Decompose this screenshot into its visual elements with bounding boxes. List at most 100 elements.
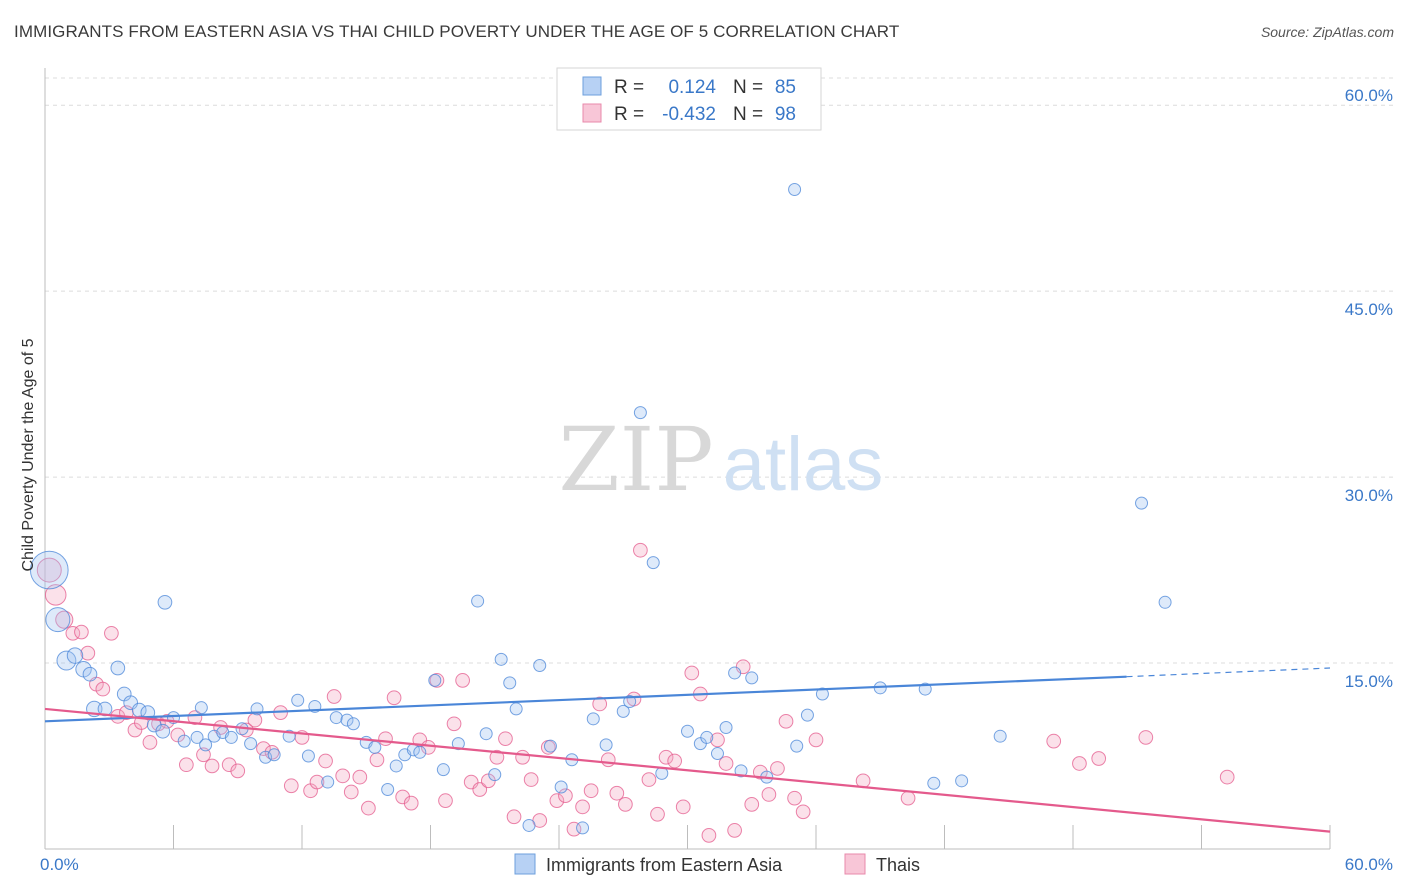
data-point [196, 747, 211, 763]
data-point [244, 737, 258, 751]
data-point [599, 738, 613, 752]
data-point [321, 775, 335, 789]
data-point [230, 763, 246, 779]
data-point [993, 729, 1007, 743]
data-point [224, 730, 238, 744]
trend-line [44, 675, 1127, 723]
legend-n-label: N = [733, 77, 763, 98]
data-point [352, 769, 368, 785]
data-point [335, 768, 351, 784]
data-point [194, 701, 208, 715]
data-point [155, 723, 171, 739]
data-point [82, 666, 98, 682]
data-point [479, 727, 493, 741]
legend-r-label: R = [614, 104, 644, 125]
data-point [44, 584, 67, 606]
data-point [66, 647, 84, 664]
data-point [815, 687, 829, 701]
data-point [515, 749, 530, 765]
data-point [503, 676, 517, 690]
y-tick-label: 60.0% [1345, 86, 1393, 105]
data-point [56, 650, 77, 671]
data-point [788, 182, 802, 196]
data-point [710, 747, 724, 761]
data-point [583, 783, 599, 799]
series-thais-points [36, 542, 1235, 843]
data-point [727, 823, 742, 838]
data-point [523, 772, 539, 787]
watermark: ZIP atlas [558, 408, 883, 511]
data-point [681, 724, 694, 738]
data-point [104, 625, 119, 641]
legend-r-value: -0.432 [662, 104, 716, 125]
data-point [494, 652, 508, 666]
data-point [1072, 756, 1087, 771]
data-point [498, 731, 513, 747]
data-point [675, 799, 691, 815]
data-point [927, 776, 941, 790]
data-point [506, 809, 522, 825]
data-point [633, 406, 647, 420]
data-point [522, 818, 536, 832]
data-point [489, 749, 505, 765]
data-point [36, 557, 62, 583]
trend-line-extension [1126, 667, 1331, 678]
x-tick-label-max: 60.0% [1345, 855, 1393, 874]
data-point [95, 681, 111, 697]
y-tick-label: 15.0% [1345, 672, 1393, 691]
data-point [790, 739, 804, 753]
data-point [97, 701, 113, 717]
legend-swatch-blue [582, 76, 602, 96]
data-point [451, 737, 465, 751]
data-point [386, 690, 402, 706]
data-point [190, 730, 204, 744]
data-point [787, 790, 802, 806]
data-point [80, 645, 96, 661]
data-point [403, 795, 419, 811]
y-tick-label: 45.0% [1345, 300, 1393, 319]
data-point [700, 730, 714, 744]
legend-r-value: 0.124 [668, 77, 716, 98]
data-point [204, 758, 220, 774]
bottom-legend-label-eastern-asia: Immigrants from Eastern Asia [546, 855, 783, 875]
data-point [800, 708, 814, 722]
data-point [110, 660, 126, 676]
data-point [1138, 730, 1154, 745]
data-point [641, 772, 657, 787]
data-point [381, 782, 395, 796]
data-point [600, 752, 616, 768]
data-point [429, 673, 445, 688]
data-point [45, 607, 71, 633]
legend-n-value: 98 [775, 104, 796, 125]
watermark-zip: ZIP [558, 408, 713, 511]
data-point [340, 713, 354, 727]
data-point [301, 749, 315, 763]
data-point [309, 774, 325, 790]
data-point [74, 624, 89, 640]
data-point [436, 763, 450, 777]
data-point [446, 716, 462, 732]
data-point [1091, 751, 1107, 766]
x-tick-label-min: 0.0% [40, 855, 79, 874]
data-point [361, 800, 376, 816]
data-point [744, 797, 760, 812]
data-point [646, 556, 660, 570]
data-point [1046, 733, 1062, 749]
data-point [592, 696, 608, 712]
data-point [369, 752, 385, 768]
data-point [719, 721, 733, 735]
chart-source: Source: ZipAtlas.com [1260, 24, 1394, 40]
data-point [745, 671, 759, 685]
stats-legend: R = 0.124 N = 85 R = -0.432 N = 98 [556, 67, 822, 131]
data-point [618, 797, 633, 812]
data-point [318, 753, 333, 769]
trend-line [44, 707, 1331, 833]
data-point [177, 734, 191, 748]
data-point [329, 711, 343, 725]
axes [44, 68, 1331, 850]
bottom-legend-swatch-blue [514, 853, 536, 875]
data-point [955, 774, 969, 788]
data-point [438, 793, 453, 809]
data-point [291, 693, 305, 707]
